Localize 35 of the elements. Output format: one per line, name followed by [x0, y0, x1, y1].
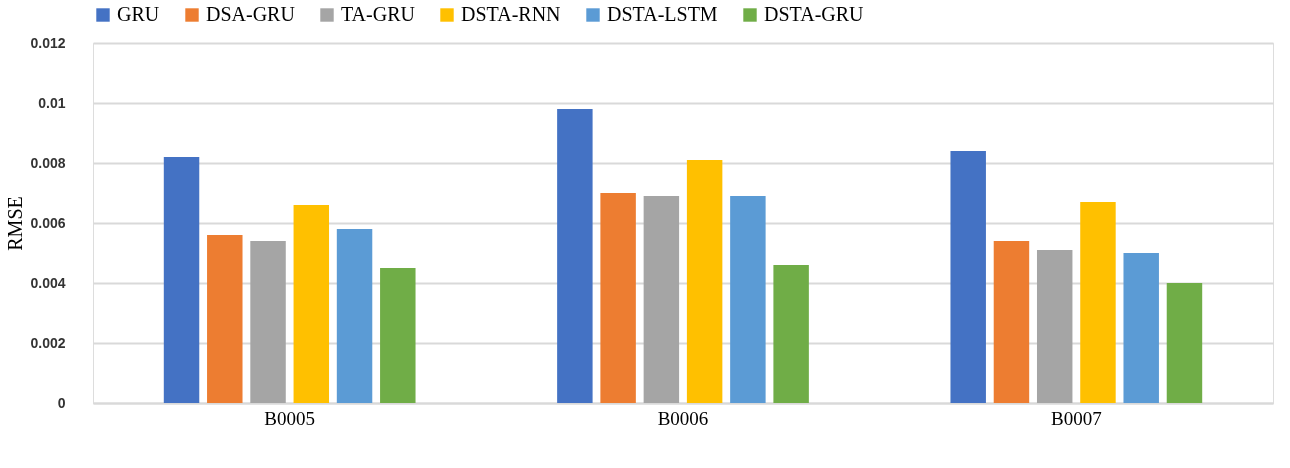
bar — [600, 193, 636, 403]
x-tick-label: B0006 — [657, 407, 709, 429]
bar — [336, 229, 373, 403]
bar — [163, 157, 200, 403]
bar — [773, 265, 809, 403]
y-tick-label: 0.01 — [38, 94, 66, 111]
bar — [1166, 283, 1203, 403]
legend-label: DSTA-LSTM — [607, 3, 718, 25]
legend-label: DSA-GRU — [206, 3, 296, 25]
legend-label: DSTA-RNN — [461, 3, 561, 25]
y-tick-label: 0.012 — [30, 34, 66, 51]
bar — [950, 151, 986, 403]
bar — [1123, 253, 1159, 403]
bar — [293, 205, 330, 403]
legend-label: DSTA-GRU — [764, 3, 865, 25]
bar — [1080, 202, 1116, 403]
y-tick-label: 0.008 — [30, 154, 66, 171]
x-tick-label: B0007 — [1050, 407, 1102, 429]
bar — [730, 196, 766, 403]
y-tick-label: 0 — [57, 394, 66, 411]
x-tick-label: B0005 — [264, 407, 316, 429]
bar — [993, 241, 1030, 403]
y-tick-label: 0.004 — [30, 274, 66, 291]
bar — [1036, 250, 1073, 403]
bar — [380, 268, 416, 403]
legend-label: GRU — [117, 3, 160, 25]
bar — [643, 196, 680, 403]
y-axis-title: RMSE — [4, 196, 27, 251]
y-tick-label: 0.006 — [30, 214, 66, 231]
legend-label: TA-GRU — [341, 3, 416, 25]
bar — [557, 109, 593, 403]
bar — [686, 160, 723, 403]
y-tick-label: 0.002 — [30, 334, 66, 351]
bar — [250, 241, 286, 403]
bar — [207, 235, 243, 403]
